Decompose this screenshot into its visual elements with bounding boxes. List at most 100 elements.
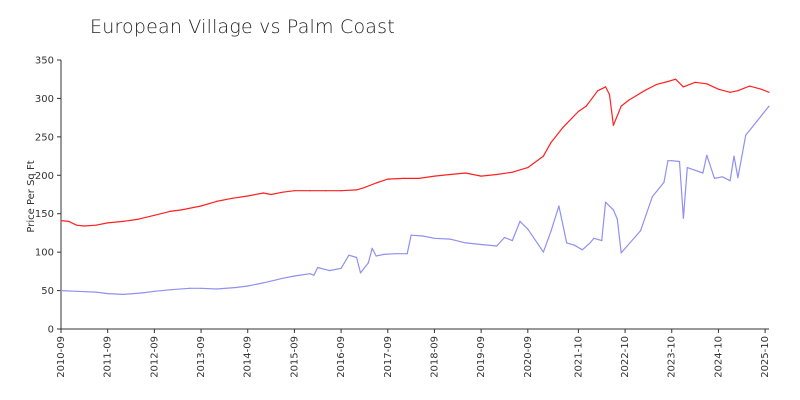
x-tick-label: 2016-09: [336, 336, 347, 378]
series-2-point: [410, 234, 412, 236]
series-1-point: [542, 155, 545, 157]
series-2-point: [348, 254, 350, 256]
series-2-point: [745, 134, 747, 136]
series-2-point: [589, 242, 591, 244]
series-1-point: [760, 88, 762, 90]
series-2-point: [356, 256, 358, 259]
series-1-point: [465, 172, 467, 174]
series-2-point: [496, 245, 498, 247]
series-2-point: [706, 154, 708, 156]
series-1-point: [612, 124, 615, 126]
series-1-point: [247, 195, 249, 197]
series-1-point: [60, 220, 62, 222]
series-2-point: [247, 285, 249, 287]
series-2-point: [737, 177, 739, 179]
series-2-point: [503, 236, 506, 239]
x-tick-label: 2022-10: [620, 336, 631, 378]
series-1-point: [200, 205, 202, 207]
series-1-point: [107, 222, 109, 224]
x-tick-label: 2018-09: [429, 336, 440, 378]
series-1-point: [597, 90, 599, 92]
series-1-point: [655, 84, 657, 86]
series-2-point: [76, 290, 78, 292]
series-1-point: [737, 90, 739, 92]
series-2-point: [375, 255, 377, 257]
series-2-point: [702, 172, 704, 174]
chart-title: European Village vs Palm Coast: [90, 16, 395, 38]
series-1-point: [449, 173, 451, 176]
series-1-point: [511, 171, 513, 173]
series-1-point: [270, 193, 272, 196]
series-2-point: [359, 272, 362, 274]
y-tick-label: 100: [35, 248, 54, 259]
y-tick-label: 200: [35, 171, 54, 182]
series-1-point: [729, 91, 731, 93]
series-1-point: [706, 83, 708, 85]
series-1-point: [480, 175, 482, 177]
series-1-point: [620, 105, 622, 107]
series-2-line: [60, 105, 770, 295]
series-1-point: [717, 88, 720, 90]
series-1-point: [748, 85, 751, 87]
series-1-point: [694, 81, 696, 83]
series-1-point: [340, 190, 342, 192]
series-1-point: [76, 224, 78, 226]
series-2-point: [640, 230, 642, 232]
x-tick-label: 2012-09: [149, 336, 160, 378]
series-2-point: [433, 237, 436, 239]
series-2-point: [721, 176, 723, 178]
series-2-point: [60, 290, 62, 292]
series-2-point: [566, 242, 568, 244]
series-2-point: [678, 160, 681, 163]
series-1-point: [356, 189, 358, 191]
series-1-point: [608, 94, 611, 96]
series-1-line: [60, 78, 770, 227]
series-2-point: [612, 209, 615, 211]
y-tick-label: 300: [35, 94, 54, 105]
series-2-point: [519, 220, 521, 222]
series-1-point: [527, 167, 529, 169]
x-tick-label: 2021-10: [573, 336, 584, 378]
series-1-point: [675, 78, 677, 80]
series-2-point: [406, 253, 408, 255]
series-2-point: [527, 228, 529, 230]
series-1-point: [628, 99, 630, 101]
series-1-point: [169, 210, 171, 212]
series-1-point: [605, 86, 607, 88]
series-1-point: [282, 191, 284, 193]
series-2-point: [768, 105, 770, 107]
series-2-point: [200, 287, 202, 289]
series-2-point: [313, 274, 315, 276]
series-2-point: [733, 155, 735, 157]
series-2-point: [449, 238, 451, 240]
series-2-point: [581, 249, 583, 251]
series-1-point: [231, 197, 233, 199]
y-tick-label: 150: [35, 209, 54, 220]
x-tick-label: 2023-10: [667, 336, 678, 378]
y-tick-label: 350: [35, 56, 54, 67]
series-2-point: [169, 289, 171, 291]
series-2-point: [107, 293, 109, 295]
series-1-point: [667, 80, 669, 83]
series-2-point: [601, 240, 603, 242]
x-tick-label: 2017-09: [383, 336, 394, 378]
series-2-point: [550, 230, 552, 232]
series-2-point: [122, 293, 124, 295]
chart-axes: 0 50 100 150 200 250 300 350 2010-09 2011-09 2012-…: [35, 56, 771, 378]
series-1-point: [262, 192, 264, 194]
series-2-point: [317, 266, 319, 269]
x-tick-label: 2013-09: [196, 336, 207, 378]
series-2-point: [394, 253, 397, 255]
series-2-point: [340, 267, 342, 269]
y-axis-title: Price Per Sq Ft: [26, 160, 37, 232]
series-2-point: [682, 217, 685, 219]
x-tick-label: 2020-09: [523, 336, 534, 378]
series-1-point: [402, 177, 404, 179]
series-2-point: [511, 240, 513, 242]
series-2-point: [153, 290, 155, 292]
series-2-point: [282, 277, 284, 279]
x-tick-label: 2011-09: [103, 336, 114, 378]
series-1-point: [138, 218, 140, 220]
series-1-point: [309, 190, 311, 192]
series-1-point: [550, 141, 552, 143]
